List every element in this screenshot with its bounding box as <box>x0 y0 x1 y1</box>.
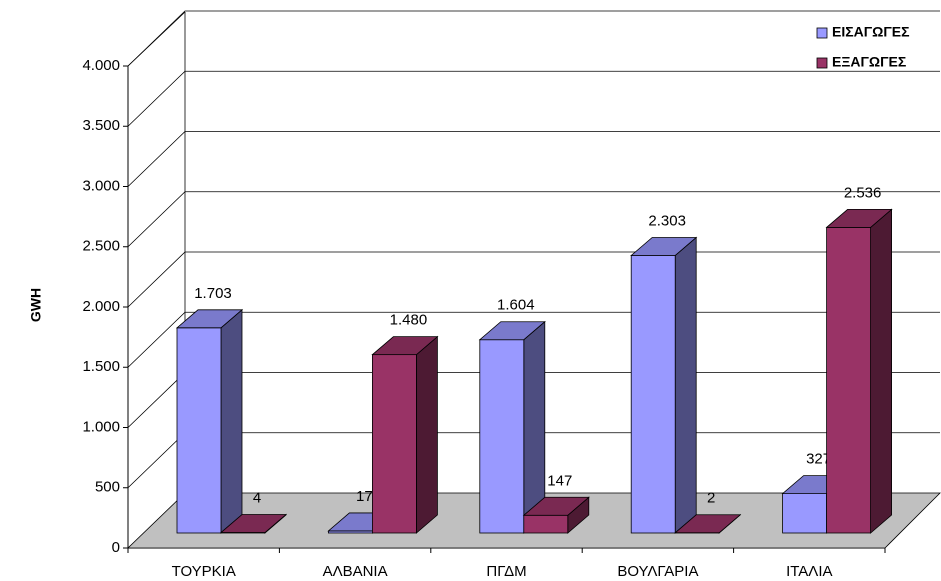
y-tick-label: 3.500 <box>82 117 120 134</box>
value-label: 2.303 <box>648 212 686 229</box>
y-tick-label: 0 <box>112 539 120 556</box>
bar-top <box>478 321 546 341</box>
x-tick-label: ΑΛΒΑΝΙΑ <box>323 563 388 580</box>
grid-line <box>127 10 940 67</box>
legend-label: ΕΙΣΑΓΩΓΕΣ <box>832 24 910 40</box>
y-tick-label: 2.000 <box>82 298 120 315</box>
y-tick-label: 1.000 <box>82 418 120 435</box>
bar-front <box>176 327 222 534</box>
bar-top <box>825 209 893 228</box>
value-label: 4 <box>253 489 261 506</box>
value-label: 1.480 <box>390 312 428 329</box>
bar-side <box>415 335 438 534</box>
bar <box>825 208 893 534</box>
bar-top <box>371 336 439 356</box>
bar-front <box>523 514 569 534</box>
y-tick-label: 2.500 <box>82 238 120 255</box>
x-tick-label: ΤΟΥΡΚΙΑ <box>172 563 236 580</box>
y-tick-label: 4.000 <box>82 57 120 74</box>
grid-line <box>127 191 940 248</box>
bar <box>478 320 546 534</box>
grid-line <box>127 70 940 127</box>
value-label: 1.703 <box>194 285 232 302</box>
x-tick-label: ΙΤΑΛΙΑ <box>786 563 832 580</box>
legend-swatch <box>816 57 828 69</box>
y-tick-label: 500 <box>95 479 120 496</box>
bar-side <box>870 208 892 534</box>
bar <box>371 335 439 534</box>
bar-front <box>371 354 417 534</box>
value-label: 147 <box>547 472 572 489</box>
x-tick-label: ΒΟΥΛΓΑΡΙΑ <box>617 563 698 580</box>
bar <box>219 513 288 534</box>
x-tick-label: ΠΓΔΜ <box>486 563 526 580</box>
value-label: 327 <box>806 451 831 468</box>
bar-front <box>826 227 871 534</box>
bar-front <box>782 493 827 534</box>
value-label: 2 <box>707 490 715 507</box>
value-label: 2.536 <box>844 184 882 201</box>
value-label: 17 <box>356 488 373 505</box>
bar-front <box>630 255 676 534</box>
bar-side <box>674 236 697 534</box>
bar-front <box>479 339 525 534</box>
y-tick-label: 1.500 <box>82 358 120 375</box>
bar <box>175 308 244 534</box>
value-label: 1.604 <box>497 297 535 314</box>
bar-top <box>630 237 698 256</box>
bar-top <box>674 514 742 534</box>
legend-swatch <box>816 27 828 39</box>
bar-top <box>175 309 244 329</box>
legend-label: ΕΞΑΓΩΓΕΣ <box>832 54 906 70</box>
grid-line <box>127 131 940 187</box>
bar <box>674 513 742 534</box>
bar-top <box>522 496 590 516</box>
bar-top <box>219 514 288 533</box>
bar-side <box>220 308 243 534</box>
bar <box>522 496 590 534</box>
y-axis-label: GWH <box>28 288 44 322</box>
y-tick-label: 3.000 <box>82 177 120 194</box>
bar <box>630 236 698 534</box>
